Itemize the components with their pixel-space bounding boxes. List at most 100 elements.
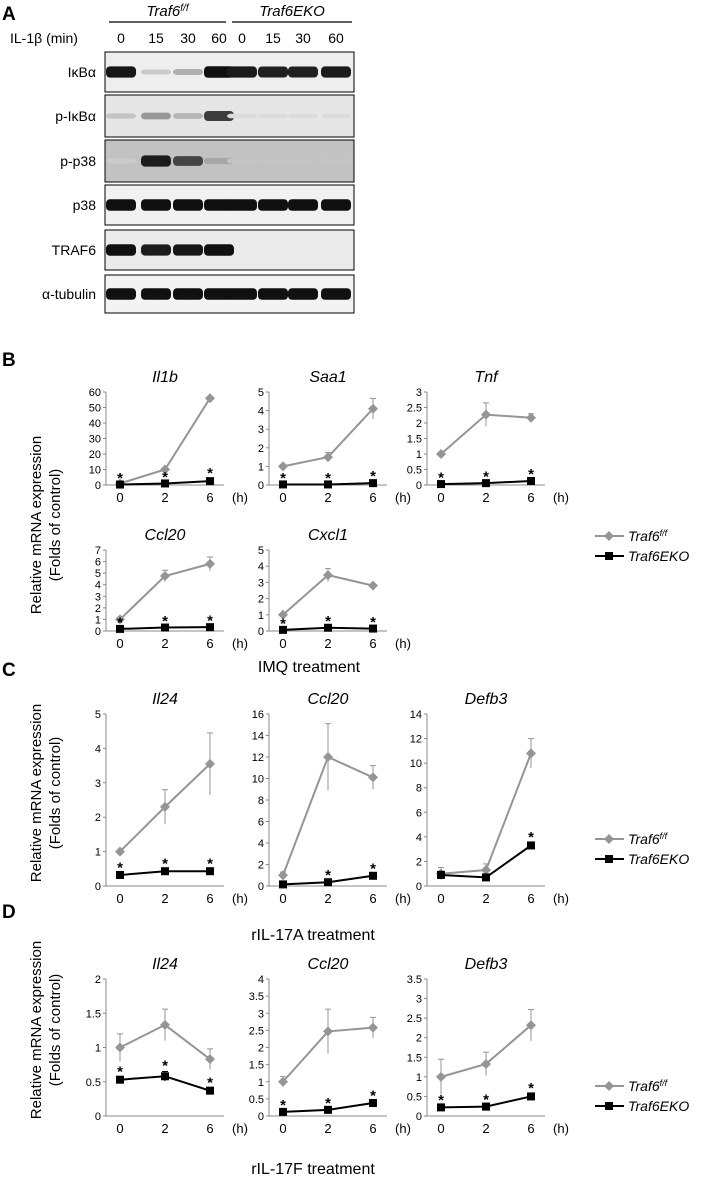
x-tick-label: 2 (161, 891, 168, 906)
significance-star: * (117, 1064, 123, 1081)
significance-star: * (325, 867, 331, 884)
data-point (324, 480, 332, 489)
y-tick-label: 0 (95, 1111, 101, 1123)
time-label: 60 (211, 30, 227, 46)
y-tick-label: 4 (258, 561, 264, 573)
chart-D-defb3: Defb3 0 0.5 1 1.5 2 2.5 3 3.5 0 2 6 (h) * * * (407, 956, 569, 1136)
y-tick-label: 4 (258, 838, 264, 850)
blot-band (227, 113, 257, 119)
data-point (369, 479, 377, 488)
y-tick-label: 0 (258, 480, 264, 492)
blot-band (141, 199, 171, 211)
y-tick-label: 1 (95, 1043, 101, 1055)
data-point (323, 570, 333, 581)
x-tick-label: 6 (527, 490, 534, 505)
significance-star: * (370, 614, 376, 631)
data-point (278, 609, 288, 620)
blot-label: p38 (73, 197, 97, 213)
y-tick-label: 5 (258, 545, 264, 557)
x-unit-label: (h) (232, 891, 248, 906)
time-label: 30 (180, 30, 196, 46)
legend-marker-ko (605, 552, 613, 560)
x-tick-label: 6 (369, 1121, 376, 1136)
blot-band (106, 113, 136, 119)
data-point (482, 479, 490, 488)
y-tick-label: 3.5 (407, 974, 422, 986)
blot-band (204, 66, 234, 78)
blot-1: p-IκBα (55, 94, 355, 138)
y-tick-label: 0.5 (86, 1077, 101, 1089)
blot-band (288, 113, 318, 119)
y-tick-label: 30 (89, 434, 101, 446)
blot-band (106, 288, 136, 300)
y-tick-label: 40 (89, 418, 101, 430)
data-point (323, 452, 333, 463)
y-tick-label: 0.5 (249, 1094, 264, 1106)
blot-band (173, 199, 203, 211)
data-point (160, 1019, 170, 1030)
y-tick-label: 2.5 (407, 403, 422, 415)
blot-band (204, 244, 234, 256)
x-tick-label: 0 (116, 891, 123, 906)
y-tick-label: 6 (258, 817, 264, 829)
chart-title: Il24 (152, 956, 178, 973)
data-point (368, 772, 378, 783)
x-unit-label: (h) (395, 891, 411, 906)
y-tick-label: 10 (410, 758, 422, 770)
data-point (526, 412, 536, 423)
data-point (161, 1072, 169, 1081)
y-tick-label: 0.5 (407, 465, 422, 477)
y-axis-title: Relative mRNA expression (28, 436, 45, 614)
x-unit-label: (h) (553, 490, 569, 505)
blot-label: TRAF6 (52, 242, 97, 258)
blot-band (204, 199, 234, 211)
data-point (279, 480, 287, 489)
data-point (116, 480, 124, 489)
data-point (368, 580, 378, 591)
data-point (437, 870, 445, 879)
y-tick-label: 3 (258, 424, 264, 436)
significance-star: * (162, 1057, 168, 1074)
legend: Traf6f/f Traf6EKO (595, 1078, 689, 1114)
blot-band (141, 244, 171, 256)
blot-band (173, 69, 203, 75)
legend-label-ko: Traf6EKO (628, 548, 689, 564)
x-unit-label: (h) (553, 891, 569, 906)
y-tick-label: 8 (258, 795, 264, 807)
blot-band (106, 199, 136, 211)
data-point (278, 461, 288, 472)
y-tick-label: 2 (258, 1043, 264, 1055)
x-tick-label: 6 (369, 891, 376, 906)
chart-title: Il24 (152, 691, 178, 708)
y-tick-label: 1.5 (86, 1008, 101, 1020)
blot-band (204, 157, 234, 165)
data-point (369, 871, 377, 880)
y-axis-title: Relative mRNA expression (28, 704, 45, 882)
x-tick-label: 2 (161, 636, 168, 651)
time-label: 0 (117, 30, 125, 46)
x-unit-label: (h) (232, 490, 248, 505)
significance-star: * (280, 470, 286, 487)
data-point (369, 624, 377, 633)
chart-D-ccl20: Ccl20 0 0.5 1 1.5 2 2.5 3 3.5 4 0 2 6 (h) * * * (249, 956, 411, 1136)
blot-band (204, 111, 234, 121)
legend-marker-ko (605, 1102, 613, 1110)
significance-star: * (483, 1091, 489, 1108)
data-point (482, 1102, 490, 1111)
significance-star: * (117, 470, 123, 487)
blot-band (227, 66, 257, 78)
y-tick-label: 2 (258, 594, 264, 606)
y-tick-label: 2.5 (249, 1025, 264, 1037)
blot-band (141, 155, 171, 167)
x-tick-label: 6 (206, 490, 213, 505)
data-point (205, 1054, 215, 1065)
y-tick-label: 1 (416, 449, 422, 461)
y-tick-label: 5 (95, 709, 101, 721)
data-point (278, 870, 288, 881)
y-tick-label: 1 (416, 1072, 422, 1084)
legend-label-ko: Traf6EKO (628, 1098, 689, 1114)
data-point (206, 477, 214, 486)
y-tick-label: 0 (258, 1111, 264, 1123)
legend-marker-wt (604, 531, 614, 541)
